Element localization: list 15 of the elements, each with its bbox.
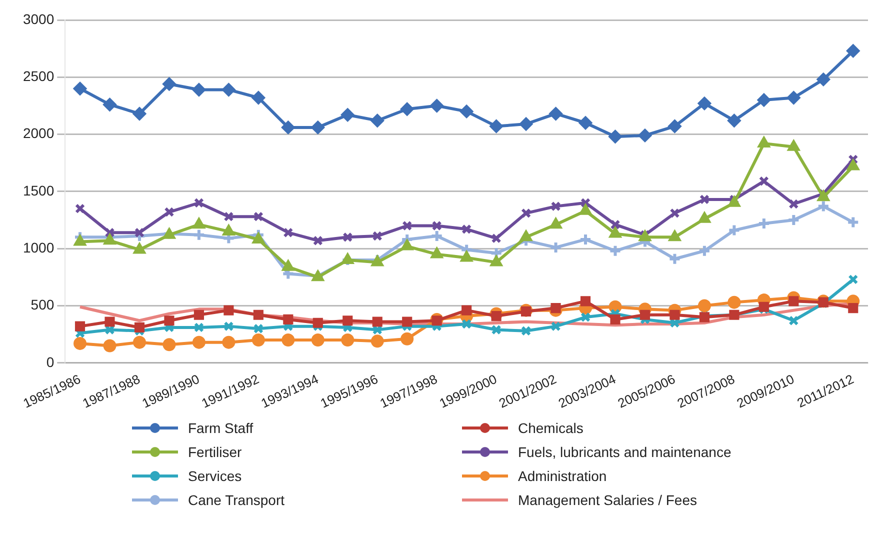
legend-label: Cane Transport (188, 492, 284, 508)
y-tick-label: 1500 (22, 182, 54, 198)
legend-label: Administration (518, 468, 607, 484)
legend-label: Fuels, lubricants and maintenance (518, 444, 732, 460)
y-tick-label: 2500 (22, 68, 54, 84)
y-tick-label: 1000 (22, 239, 54, 256)
y-tick-label: 500 (30, 296, 54, 313)
y-tick-label: 3000 (22, 10, 54, 27)
y-tick-label: 0 (46, 354, 54, 370)
legend-label: Farm Staff (188, 420, 254, 436)
legend-label: Management Salaries / Fees (518, 492, 697, 508)
y-tick-label: 2000 (22, 125, 54, 142)
legend-label: Fertiliser (188, 444, 242, 460)
legend-label: Services (188, 468, 242, 484)
legend-label: Chemicals (518, 420, 584, 436)
